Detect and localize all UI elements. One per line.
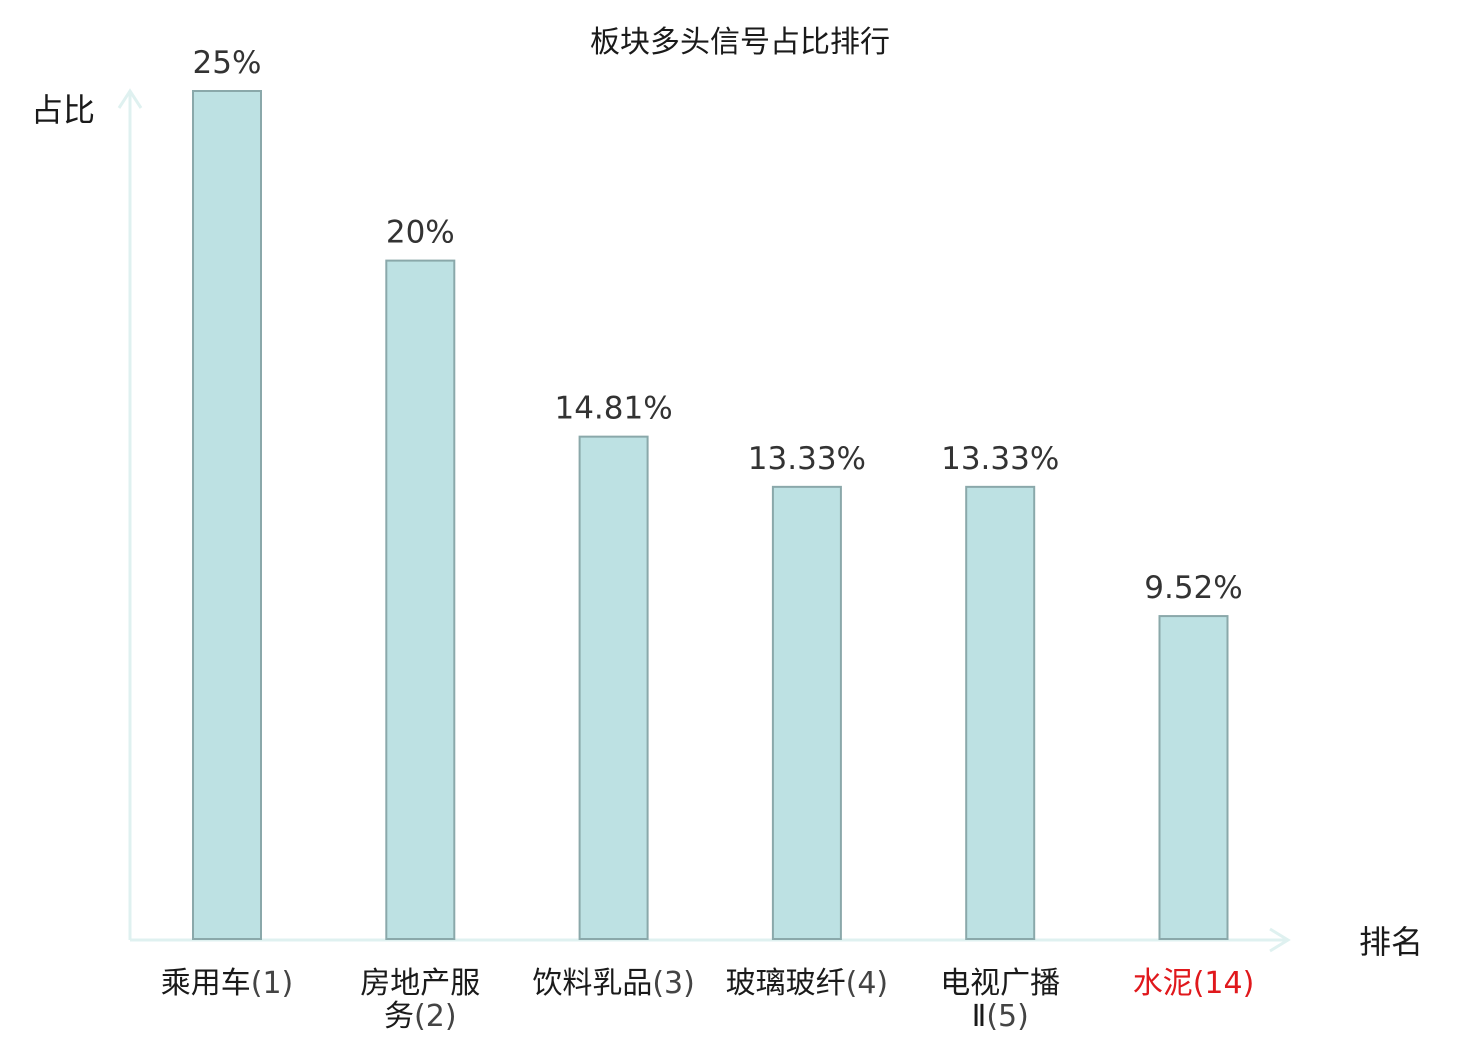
value-label-2: 20% (386, 215, 455, 251)
value-label-1: 25% (193, 45, 262, 81)
y-axis-arrow (117, 88, 143, 109)
category-name: Ⅱ (972, 999, 987, 1034)
y-axis (117, 88, 143, 940)
value-label-4: 13.33% (748, 441, 866, 477)
bar-4 (771, 485, 842, 940)
category-rank: (4) (846, 966, 889, 1001)
x-tick-label-5-line-1: 电视广播 (940, 966, 1060, 1001)
bar-2 (385, 259, 456, 941)
category-name: 水泥 (1133, 966, 1193, 1001)
category-name: 电视广播 (940, 966, 1060, 1001)
category-name: 饮料乳品 (532, 966, 652, 1001)
x-tick-label-4: 玻璃玻纤(4) (726, 966, 889, 1001)
x-axis (130, 927, 1291, 953)
category-rank: (1) (251, 966, 294, 1001)
x-axis-label: 排名 (1359, 923, 1423, 961)
category-rank: (14) (1193, 966, 1255, 1001)
y-axis-label: 占比 (31, 91, 95, 129)
x-tick-label-1-line-1: 乘用车(1) (161, 966, 294, 1001)
bars-group (192, 90, 1229, 941)
x-tick-label-2-line-2: 务(2) (384, 999, 457, 1034)
bar-5 (965, 485, 1036, 940)
x-tick-label-5-line-2: Ⅱ(5) (972, 999, 1029, 1034)
category-rank: (5) (986, 999, 1029, 1034)
bar-6 (1158, 615, 1229, 940)
x-tick-label-2-line-1: 房地产服 (360, 966, 480, 1001)
value-label-5: 13.33% (941, 441, 1059, 477)
x-tick-label-6: 水泥(14) (1133, 966, 1255, 1001)
category-name: 玻璃玻纤 (726, 966, 846, 1001)
bar-3 (578, 435, 649, 940)
x-axis-arrow (1269, 927, 1291, 953)
x-tick-label-6-line-1: 水泥(14) (1133, 966, 1255, 1001)
x-tick-label-1: 乘用车(1) (161, 966, 294, 1001)
chart-title: 板块多头信号占比排行 (590, 25, 890, 60)
category-name: 乘用车 (161, 966, 251, 1001)
category-rank: (3) (652, 966, 695, 1001)
x-tick-label-3: 饮料乳品(3) (532, 966, 695, 1001)
x-tick-label-3-line-1: 饮料乳品(3) (532, 966, 695, 1001)
value-labels-group: 25% 20% 14.81% 13.33% 13.33% 9.52% (193, 45, 1243, 606)
category-rank: (2) (414, 999, 457, 1034)
bar-1 (192, 90, 262, 940)
category-name: 房地产服 (360, 966, 480, 1001)
x-tick-label-4-line-1: 玻璃玻纤(4) (726, 966, 889, 1001)
value-label-6: 9.52% (1144, 570, 1242, 606)
value-label-3: 14.81% (554, 391, 672, 427)
category-name: 务 (384, 999, 414, 1034)
